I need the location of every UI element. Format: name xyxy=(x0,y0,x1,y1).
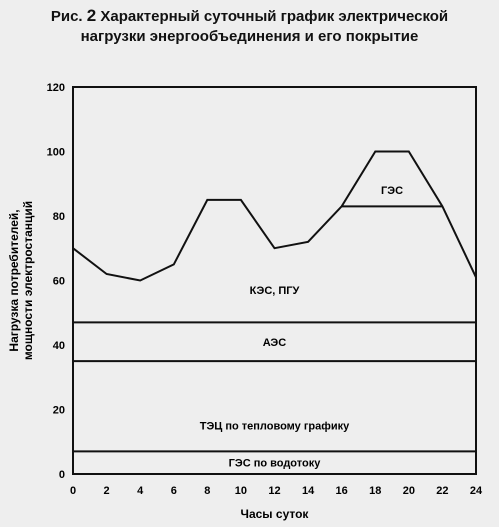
load-curve xyxy=(72,150,477,282)
zone-label: ГЭС xyxy=(381,185,403,197)
zone-label: ТЭЦ по тепловому графику xyxy=(200,421,350,433)
y-tick-label: 40 xyxy=(53,340,65,352)
zone-label: ГЭС по водотоку xyxy=(229,458,322,470)
x-tick-label: 20 xyxy=(403,485,415,497)
x-axis-ticks: 0 2 4 6 8 10 12 14 16 18 20 22 24 xyxy=(70,485,483,497)
zone-label: АЭС xyxy=(263,337,286,349)
x-tick-label: 2 xyxy=(104,485,110,497)
y-axis-label-2: мощности электростанций xyxy=(21,201,35,360)
title-text-1: Характерный суточный график электрическо… xyxy=(100,8,449,25)
y-tick-label: 120 xyxy=(47,82,65,94)
x-tick-label: 12 xyxy=(268,485,280,497)
x-tick-label: 16 xyxy=(336,485,348,497)
x-tick-label: 10 xyxy=(235,485,247,497)
y-tick-label: 100 xyxy=(47,147,65,159)
band-lines xyxy=(73,321,476,453)
y-axis-label-1: Нагрузка потребителей, xyxy=(7,209,21,351)
title-line-2: нагрузки энергообъединения и его покрыти… xyxy=(80,28,419,45)
zone-labels: ГЭС по водотоку ТЭЦ по тепловому графику А… xyxy=(200,185,403,470)
x-axis-label: Часы суток xyxy=(241,507,310,521)
y-tick-label: 20 xyxy=(53,405,65,417)
x-tick-label: 18 xyxy=(369,485,381,497)
x-tick-label: 14 xyxy=(302,485,315,497)
x-tick-label: 8 xyxy=(204,485,210,497)
chart-title: Рис. 2 Характерный суточный график элект… xyxy=(0,6,499,47)
plot-frame xyxy=(72,86,477,475)
x-tick-label: 6 xyxy=(171,485,177,497)
x-tick-label: 24 xyxy=(470,485,483,497)
x-tick-label: 4 xyxy=(137,485,144,497)
y-tick-label: 0 xyxy=(59,469,65,481)
figure-label: Рис. 2 xyxy=(50,6,97,25)
y-tick-label: 60 xyxy=(53,276,65,288)
y-axis-ticks: 0 20 40 60 80 100 120 xyxy=(47,82,65,481)
title-line-1: Рис. 2 Характерный суточный график элект… xyxy=(0,6,499,27)
y-tick-label: 80 xyxy=(53,211,65,223)
x-tick-label: 0 xyxy=(70,485,76,497)
x-tick-label: 22 xyxy=(436,485,448,497)
zone-label: КЭС, ПГУ xyxy=(250,285,300,297)
